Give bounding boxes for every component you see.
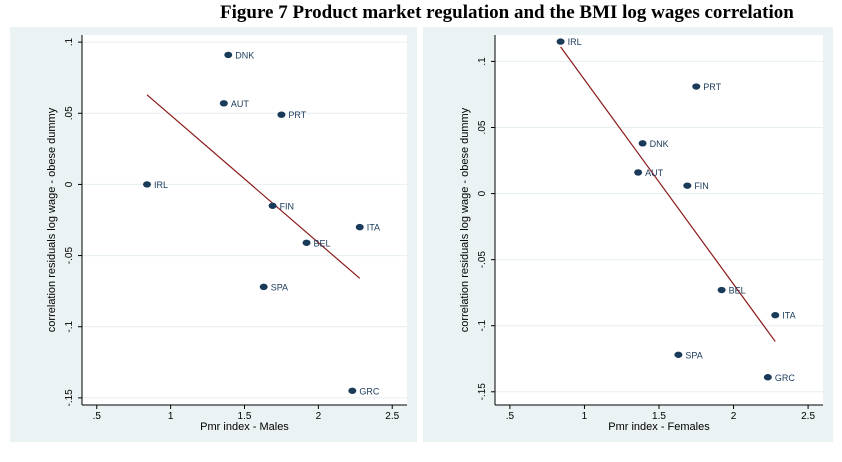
y-axis-title: correlation residuals log wage - obese d… [459,107,471,332]
data-point-ita [771,312,779,318]
data-point-ita [356,224,364,230]
x-tick-label: 2 [316,411,322,422]
point-label-ita: ITA [367,223,380,233]
point-label-fin: FIN [280,201,295,211]
point-label-prt: PRT [703,82,721,92]
point-label-aut: AUT [231,99,250,109]
y-tick-label: -.1 [64,320,75,332]
point-label-bel: BEL [729,286,746,296]
y-tick-label: 0 [64,181,75,187]
data-point-grc [348,388,356,394]
point-label-irl: IRL [154,180,168,190]
y-tick-label: .05 [64,106,75,120]
x-axis-title: Pmr index - Females [608,421,710,433]
data-point-prt [692,83,700,89]
chart-panel-females: -.15 -.1 -.05 0.05.1.5 1 1.5 2 2.5 Pmr index - F… [423,27,833,442]
data-point-grc [764,374,772,380]
y-tick-label: -.1 [477,319,488,331]
data-point-bel [303,240,311,246]
data-point-bel [718,287,726,293]
point-label-dnk: DNK [235,50,254,60]
point-label-irl: IRL [568,37,582,47]
figure-title: Figure 7 Product market regulation and t… [0,0,842,30]
x-tick-label: 2 [731,411,737,422]
point-label-spa: SPA [271,282,288,292]
x-tick-label: .5 [506,411,515,422]
point-label-spa: SPA [685,350,702,360]
y-tick-label: .1 [477,57,488,66]
chart-panel-males: -.15 -.1 -.05 0.05.1.5 1 1.5 2 2.5 Pmr index - M… [10,27,417,442]
plot-area [82,35,407,405]
data-point-dnk [224,52,232,58]
point-label-aut: AUT [645,168,664,178]
y-axis-title: correlation residuals log wage - obese d… [46,107,58,332]
x-tick-label: .5 [93,411,102,422]
y-tick-label: 0 [477,190,488,196]
data-point-spa [674,352,682,358]
point-label-prt: PRT [288,110,306,120]
data-point-aut [220,100,228,106]
x-axis-title: Pmr index - Males [200,421,289,433]
point-label-dnk: DNK [650,139,669,149]
point-label-grc: GRC [359,386,380,396]
point-label-ita: ITA [782,311,795,321]
plot-area [495,35,823,405]
data-point-prt [277,111,285,117]
y-tick-label: -.05 [477,251,488,269]
data-point-dnk [639,140,647,146]
y-tick-label: -.15 [477,383,488,401]
data-point-fin [683,182,691,188]
data-point-spa [260,284,268,290]
point-label-bel: BEL [314,238,331,248]
y-tick-label: -.15 [64,389,75,407]
data-point-irl [557,38,565,44]
point-label-fin: FIN [694,181,709,191]
x-tick-label: 2.5 [801,411,815,422]
y-tick-label: -.05 [64,247,75,265]
point-label-grc: GRC [775,373,796,383]
y-tick-label: .05 [477,120,488,134]
x-tick-label: 1 [168,411,174,422]
data-point-irl [143,181,151,187]
data-point-fin [269,203,277,209]
x-tick-label: 2.5 [385,411,399,422]
data-point-aut [634,169,642,175]
x-tick-label: 1 [582,411,588,422]
y-tick-label: .1 [64,38,75,47]
figure-title-text: Figure 7 Product market regulation and t… [220,2,794,24]
